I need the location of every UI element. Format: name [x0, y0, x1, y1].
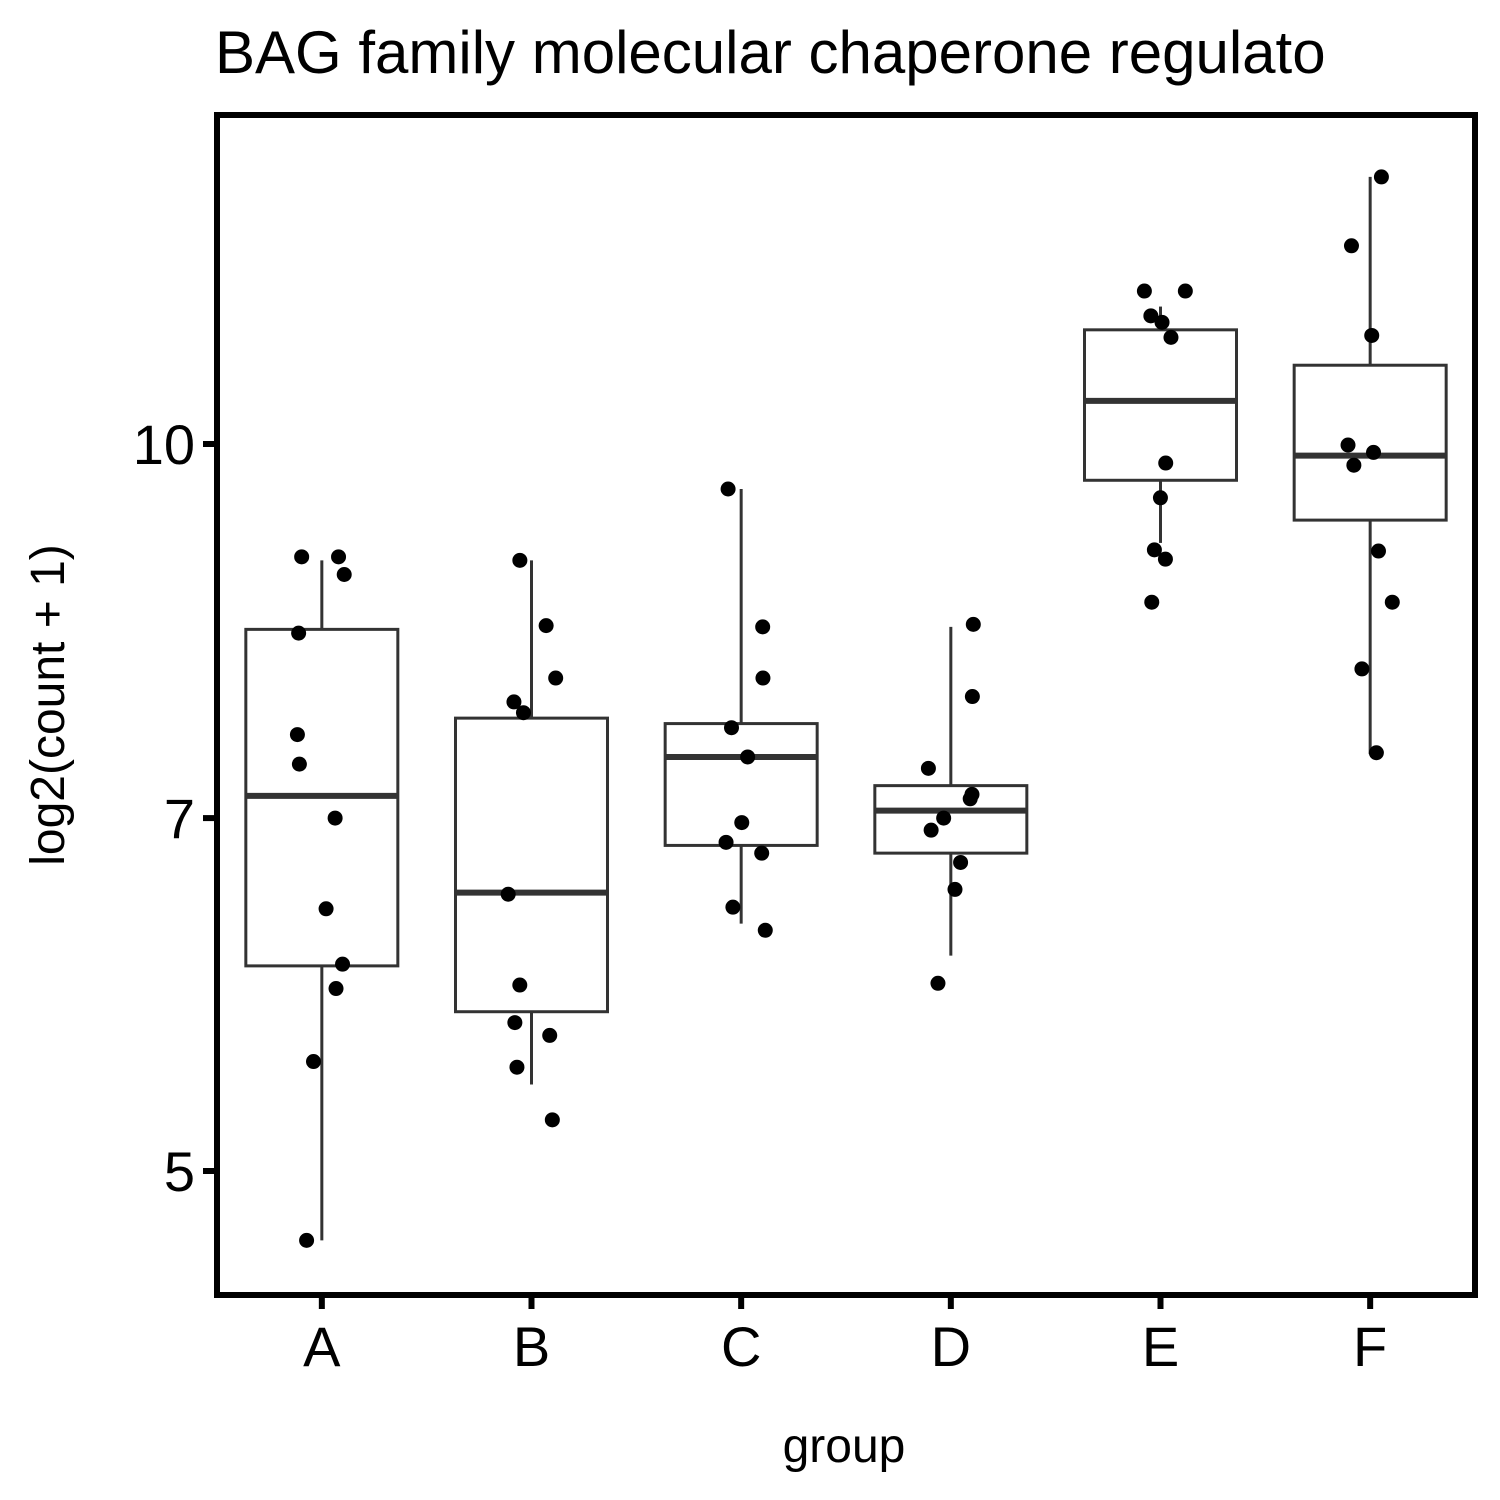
chart-title: BAG family molecular chaperone regulato — [215, 19, 1326, 86]
data-point — [1340, 437, 1356, 453]
data-point — [1152, 490, 1168, 506]
data-point — [1354, 661, 1370, 677]
data-point — [1373, 169, 1389, 185]
data-point — [294, 549, 310, 565]
points-C — [718, 481, 773, 938]
data-point — [328, 981, 344, 997]
data-point — [1144, 594, 1160, 610]
box-body — [1083, 328, 1238, 482]
box-F — [1292, 176, 1448, 755]
data-point — [734, 815, 750, 831]
data-point — [542, 1027, 558, 1043]
x-axis-title: group — [783, 1420, 906, 1473]
box-E — [1083, 306, 1238, 543]
box-body — [1292, 363, 1448, 522]
box-body — [454, 716, 609, 1014]
data-point — [1366, 444, 1382, 460]
x-tick-label: E — [1142, 1315, 1179, 1378]
x-tick-label: C — [721, 1315, 761, 1378]
data-point — [291, 756, 307, 772]
data-point — [1158, 455, 1174, 471]
data-point — [507, 1015, 523, 1031]
data-point — [757, 922, 773, 938]
data-point — [331, 549, 347, 565]
data-point — [299, 1232, 315, 1248]
panel-border — [214, 112, 1478, 1298]
y-tick-label: 5 — [164, 1140, 195, 1203]
x-tick-label: B — [513, 1315, 550, 1378]
data-point — [755, 619, 771, 635]
data-point — [1346, 457, 1362, 473]
data-point — [962, 791, 978, 807]
data-point — [1157, 551, 1173, 567]
data-point — [1370, 543, 1386, 559]
data-point — [512, 977, 528, 993]
x-tick-label: D — [931, 1315, 971, 1378]
data-point — [336, 567, 352, 583]
data-point — [548, 670, 564, 686]
data-point — [725, 899, 741, 915]
data-point — [1154, 314, 1170, 330]
data-point — [718, 834, 734, 850]
points-B — [500, 552, 564, 1128]
data-point — [544, 1112, 560, 1128]
y-tick-label: 10 — [133, 413, 195, 476]
data-point — [1143, 308, 1159, 324]
x-tick-label: F — [1353, 1315, 1387, 1378]
data-point — [953, 854, 969, 870]
data-point — [936, 810, 952, 826]
data-point — [506, 694, 522, 710]
x-tick-label: A — [303, 1315, 341, 1378]
data-point — [1384, 594, 1400, 610]
data-point — [500, 886, 516, 902]
data-point — [1146, 542, 1162, 558]
data-point — [515, 705, 531, 721]
box-B — [454, 560, 609, 1085]
data-point — [723, 720, 739, 736]
data-point — [509, 1059, 525, 1075]
data-point — [720, 481, 736, 497]
data-point — [327, 810, 343, 826]
data-point — [754, 845, 770, 861]
data-point — [923, 822, 939, 838]
data-point — [920, 760, 936, 776]
data-point — [755, 670, 771, 686]
data-point — [947, 881, 963, 897]
data-point — [1163, 329, 1179, 345]
data-point — [289, 727, 305, 743]
data-point — [1343, 238, 1359, 254]
data-point — [305, 1054, 321, 1070]
data-point — [965, 616, 981, 632]
data-point — [291, 625, 307, 641]
data-point — [538, 618, 554, 634]
points-D — [920, 616, 981, 991]
y-axis-title: log2(count + 1) — [22, 544, 75, 866]
axes: 5 7 10 A B C D E F — [133, 413, 1388, 1378]
y-tick-label: 7 — [164, 787, 195, 850]
points-A — [289, 549, 352, 1248]
points-F — [1340, 169, 1400, 761]
data-point — [512, 552, 528, 568]
data-point — [1136, 283, 1152, 299]
data-point — [930, 975, 946, 991]
data-point — [740, 749, 756, 765]
data-point — [1177, 283, 1193, 299]
plot-area — [244, 169, 1448, 1248]
data-point — [1368, 745, 1384, 761]
data-point — [318, 901, 334, 917]
data-point — [964, 689, 980, 705]
data-point — [1364, 327, 1380, 343]
points-E — [1136, 283, 1193, 610]
data-point — [335, 956, 351, 972]
